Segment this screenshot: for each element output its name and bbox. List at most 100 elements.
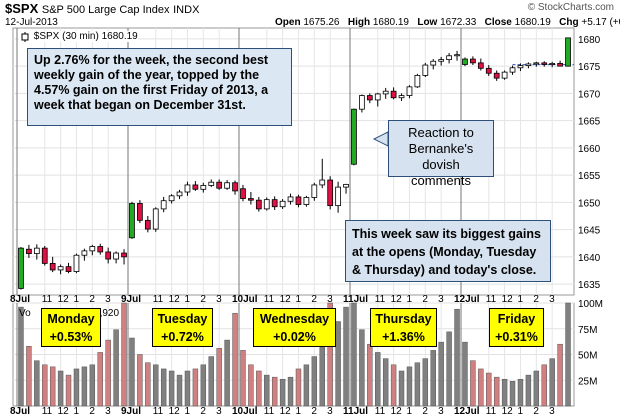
x-tick-label: 11: [42, 406, 53, 416]
candle-body: [279, 200, 286, 208]
candle-body: [493, 72, 500, 79]
candle-body: [57, 266, 64, 271]
brand-watermark: © StockCharts.com: [527, 2, 614, 13]
candle-body: [160, 200, 167, 210]
volume-bar: [414, 362, 421, 407]
volume-bar: [287, 376, 294, 407]
x-tick-label: 11: [486, 294, 497, 305]
volume-bar: [517, 378, 524, 407]
x-tick-label: 11: [153, 406, 164, 416]
volume-bar: [113, 329, 119, 407]
candle-body: [382, 90, 389, 95]
volume-bar: [398, 370, 405, 407]
x-tick-label: 9Jul: [121, 294, 141, 305]
high-value: 1680.19: [372, 17, 409, 28]
candle-body: [192, 184, 199, 190]
volume-bar: [565, 302, 571, 407]
volume-bar: [97, 352, 103, 407]
volume-bar: [49, 366, 56, 407]
candle-body: [105, 251, 112, 260]
candle-body: [501, 71, 508, 79]
chart-date: 12-Jul-2013: [5, 17, 58, 28]
day-box-wednesday: Wednesday +0.02%: [253, 308, 336, 347]
day-change: +0.02%: [273, 330, 316, 344]
candle-body: [255, 199, 262, 210]
x-tick-label: 12Jul: [454, 294, 480, 305]
day-box-friday: Friday +0.31%: [489, 308, 544, 347]
candle-body: [351, 108, 357, 165]
candle-body: [240, 188, 246, 199]
x-tick-label: 12: [502, 406, 514, 416]
volume-bar: [160, 368, 167, 407]
ohlc-summary: Open 1675.26 High 1680.19 Low 1672.33 Cl…: [275, 17, 620, 28]
x-tick-label: 1: [517, 294, 523, 305]
candle-body: [359, 95, 365, 110]
y-tick-label: 1650: [578, 198, 601, 209]
symbol: $SPX: [5, 1, 39, 16]
volume-bar: [129, 337, 135, 407]
volume-bar: [470, 360, 476, 407]
x-tick-label: 2: [89, 406, 95, 416]
y-tick-label: 1670: [578, 89, 601, 100]
low-value: 1672.33: [440, 17, 477, 28]
volume-bar: [303, 364, 310, 407]
x-tick-label: 3: [105, 294, 111, 305]
x-tick-label: 11Jul: [343, 294, 368, 305]
x-tick-label: 11: [42, 294, 53, 305]
candle-body: [73, 254, 80, 272]
volume-bar: [446, 331, 452, 407]
volume-bar: [557, 343, 563, 407]
volume-bar: [26, 346, 32, 407]
index-name: S&P 500 Large Cap Index: [41, 4, 170, 16]
day-box-tuesday: Tuesday +0.72%: [152, 308, 213, 347]
y-tick-label: 1680: [578, 35, 601, 46]
volume-tick-label: 50M: [578, 351, 597, 362]
day-change: +1.36%: [382, 330, 425, 344]
x-tick-label: 12: [169, 406, 181, 416]
chg-value: +5.17 (+0.31%): [581, 17, 620, 28]
volume-bar: [327, 302, 333, 407]
x-tick-label: 2: [311, 294, 317, 305]
x-tick-label: 12Jul: [454, 406, 480, 416]
volume-bar: [65, 374, 72, 407]
x-tick-label: 3: [105, 406, 111, 416]
candle-body: [168, 195, 175, 202]
x-tick-label: 12: [391, 406, 403, 416]
candle-body: [477, 62, 484, 69]
candle-body: [184, 184, 191, 193]
candle-body: [152, 208, 159, 230]
volume-bar: [224, 339, 230, 407]
volume-bar: [375, 352, 381, 407]
volume-bar: [34, 360, 40, 407]
candle-body: [430, 60, 437, 66]
volume-bar: [248, 364, 254, 407]
candle-body: [374, 93, 381, 101]
candles: [18, 37, 574, 290]
x-tick-label: 8Jul: [10, 406, 30, 416]
volume-bar: [73, 368, 80, 407]
volume-bar: [438, 341, 444, 407]
volume-bar: [478, 368, 484, 407]
volume-bar: [192, 368, 199, 407]
x-tick-label: 1: [406, 406, 412, 416]
axes: 1635 1640 1645 1650 1655 1660 1665 1670 1675 1680…: [10, 35, 603, 416]
volume-bar: [184, 370, 191, 407]
volume-bar: [382, 358, 389, 407]
candle-body: [49, 262, 56, 271]
day-name: Tuesday: [157, 312, 208, 326]
candle-body: [176, 191, 183, 197]
candle-body: [208, 181, 215, 186]
day-box-thursday: Thursday +1.36%: [370, 308, 437, 347]
volume-bar: [137, 354, 143, 407]
candle-body: [533, 62, 540, 65]
x-tick-label: 1: [295, 294, 301, 305]
candle-body: [224, 182, 230, 189]
chart-title: $SPX S&P 500 Large Cap Index INDX: [5, 1, 199, 16]
low-label: Low: [417, 17, 438, 28]
open-value: 1675.26: [303, 17, 340, 28]
candle-body: [232, 182, 238, 192]
volume-bar: [343, 306, 349, 407]
x-tick-label: 1: [517, 406, 523, 416]
x-tick-label: 11: [375, 294, 386, 305]
